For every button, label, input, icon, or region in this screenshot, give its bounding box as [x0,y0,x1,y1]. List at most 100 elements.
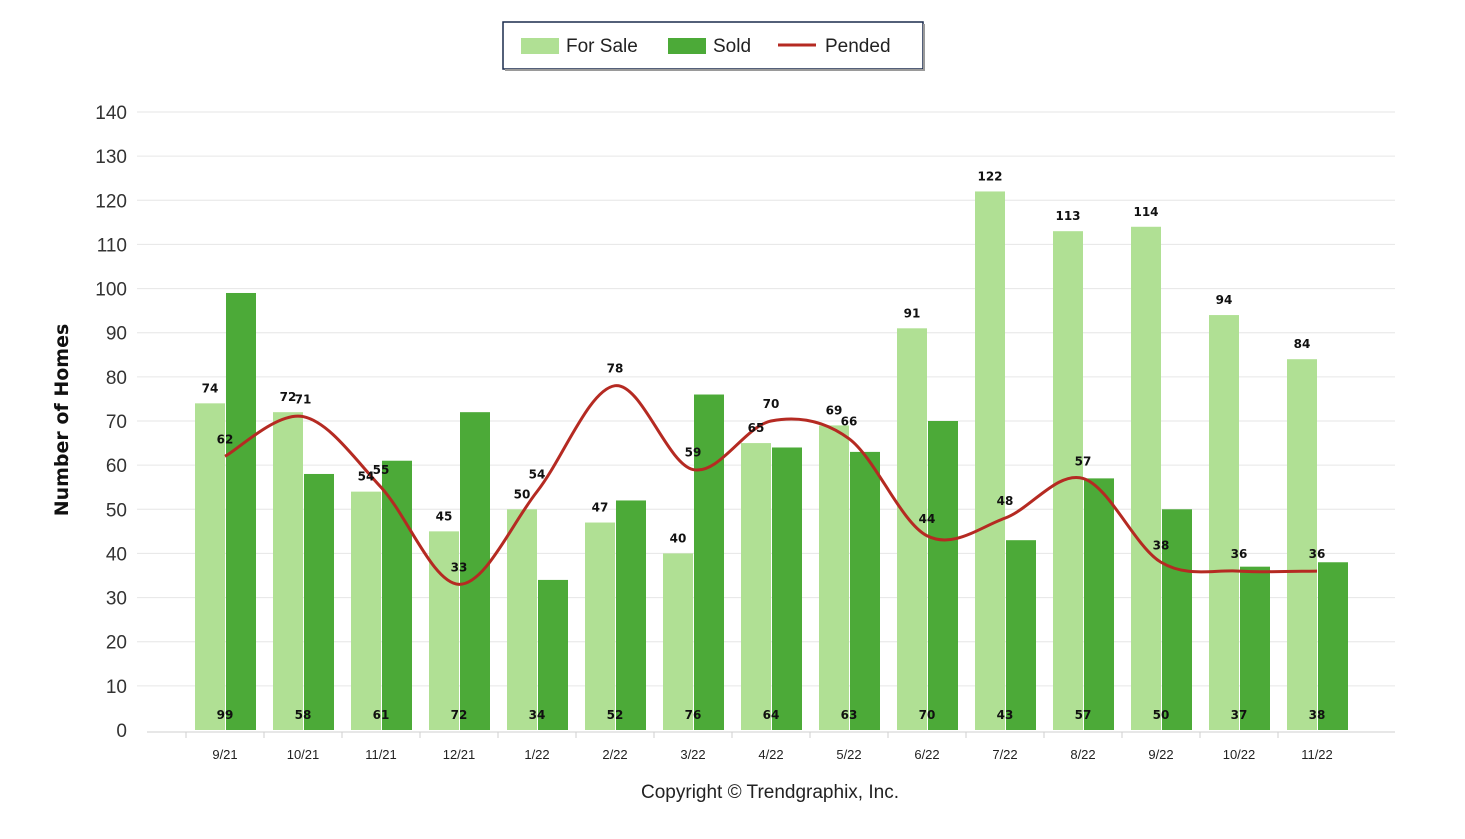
data-label-sold: 72 [451,708,468,722]
bar-sold [928,421,958,730]
y-tick-label: 60 [106,456,127,477]
data-label-for-sale: 50 [514,487,531,501]
y-tick-label: 90 [106,324,127,345]
data-label-for-sale: 122 [977,169,1002,183]
data-label-pended: 71 [295,393,312,407]
bar-for-sale [1131,226,1161,730]
bar-sold [694,394,724,730]
data-label-for-sale: 74 [202,381,219,395]
legend-swatch-for-sale [521,38,559,54]
bar-sold [850,451,880,730]
bars [195,191,1348,730]
data-label-for-sale: 65 [748,421,765,435]
data-label-pended: 44 [919,512,936,526]
bar-sold [1006,540,1036,730]
bar-for-sale [819,425,849,730]
data-label-sold: 57 [1075,708,1092,722]
copyright-text: Copyright © Trendgraphix, Inc. [641,782,899,803]
data-labels: 74 99 72 58 54 61 45 72 50 34 47 52 40 76 65 64 69 63 91 70… [202,169,1326,722]
bar-for-sale [741,443,771,730]
bar-sold [1162,509,1192,730]
x-tick-label: 7/22 [992,747,1017,762]
data-label-sold: 70 [919,708,936,722]
bar-for-sale [507,509,537,730]
pended-line-group [224,384,1318,586]
data-label-pended: 36 [1309,547,1326,561]
data-label-pended: 54 [529,468,546,482]
data-label-sold: 64 [763,708,780,722]
data-label-sold: 34 [529,708,546,722]
x-tick-label: 12/21 [443,747,476,762]
y-tick-label: 120 [95,191,127,212]
x-tick-label: 2/22 [602,747,627,762]
y-tick-label: 0 [116,721,127,742]
legend-label-pended: Pended [825,36,891,57]
legend-label-sold: Sold [713,36,751,57]
data-label-for-sale: 69 [826,403,843,417]
bar-for-sale [351,491,381,730]
x-tick-label: 10/21 [287,747,320,762]
data-label-for-sale: 45 [436,509,453,523]
bar-sold [1240,566,1270,730]
y-tick-label: 100 [95,280,127,301]
data-label-sold: 52 [607,708,624,722]
x-tick-label: 11/22 [1301,747,1333,762]
bar-sold [1318,562,1348,730]
y-tick-label: 20 [106,633,127,654]
bar-for-sale [1287,359,1317,730]
y-tick-label: 80 [106,368,127,389]
data-label-pended: 33 [451,560,468,574]
data-label-for-sale: 114 [1133,205,1158,219]
bar-for-sale [897,328,927,730]
data-label-for-sale: 40 [670,531,687,545]
x-tick-label: 4/22 [758,747,783,762]
y-tick-label: 70 [106,412,127,433]
data-label-pended: 78 [607,362,624,376]
bar-sold [772,447,802,730]
pended-line [224,384,1318,586]
bar-for-sale [975,191,1005,730]
x-tick-label: 10/22 [1223,747,1256,762]
data-label-sold: 61 [373,708,390,722]
y-tick-label: 40 [106,544,127,565]
bar-for-sale [273,412,303,730]
legend-swatch-sold [668,38,706,54]
y-axis-ticks: 0 10 20 30 40 50 60 70 80 90 100 110 120 130 140 [95,103,127,742]
bar-sold [304,473,334,730]
y-tick-label: 50 [106,500,127,521]
data-label-pended: 55 [373,463,390,477]
x-tick-label: 11/21 [365,747,397,762]
y-tick-label: 130 [95,147,127,168]
data-label-pended: 38 [1153,538,1170,552]
y-axis-title: Number of Homes [51,324,73,517]
bar-for-sale [1209,315,1239,730]
data-label-for-sale: 54 [358,470,375,484]
bar-for-sale [1053,231,1083,730]
bar-sold [616,500,646,730]
data-label-sold: 76 [685,708,702,722]
x-tick-label: 5/22 [836,747,861,762]
data-label-for-sale: 84 [1294,337,1311,351]
y-tick-label: 110 [97,235,127,256]
data-label-pended: 70 [763,397,780,411]
bar-sold [1084,478,1114,730]
x-tick-label: 3/22 [680,747,705,762]
bar-for-sale [195,403,225,730]
data-label-sold: 63 [841,708,858,722]
bar-for-sale [585,522,615,730]
data-label-sold: 38 [1309,708,1326,722]
data-label-pended: 59 [685,446,702,460]
bar-sold [538,579,568,730]
y-tick-label: 140 [95,103,127,124]
data-label-sold: 43 [997,708,1014,722]
data-label-for-sale: 47 [592,501,609,515]
bar-sold [460,412,490,730]
data-label-sold: 58 [295,708,312,722]
legend: For Sale Sold Pended [502,21,925,71]
data-label-pended: 57 [1075,454,1092,468]
data-label-sold: 50 [1153,708,1170,722]
legend-box [502,21,924,70]
bar-sold [382,460,412,730]
bar-for-sale [663,553,693,730]
